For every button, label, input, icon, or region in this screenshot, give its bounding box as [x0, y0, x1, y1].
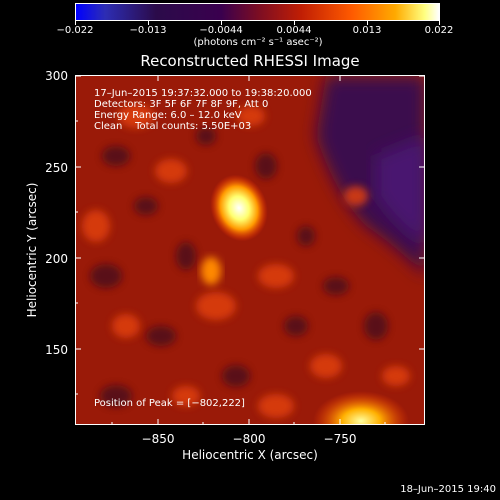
colorbar-tick-label: 0.022	[424, 25, 454, 36]
image-title: Reconstructed RHESSI Image	[140, 52, 360, 70]
detectors-text: Detectors: 3F 5F 6F 7F 8F 9F, Att 0	[94, 99, 269, 110]
rhessi-image-svg	[76, 76, 424, 424]
colorbar-tick-label: −0.013	[129, 25, 167, 36]
x-tick-label: −850	[141, 432, 175, 446]
x-axis-label: Heliocentric X (arcsec)	[182, 448, 318, 462]
colorbar-units-label: (photons cm⁻² s⁻¹ asec⁻²)	[193, 37, 323, 48]
x-tick-label: −800	[232, 432, 266, 446]
x-tick-label: −750	[323, 432, 357, 446]
colorbar-tick-label: −0.0044	[199, 25, 243, 36]
colorbar	[75, 3, 440, 21]
colorbar-tick	[439, 21, 440, 25]
colorbar-tick	[367, 21, 368, 25]
plot-timestamp: 18–Jun–2015 19:40	[400, 484, 496, 495]
y-tick-label: 150	[45, 343, 68, 357]
rhessi-image	[75, 75, 425, 425]
colorbar-tick-label: 0.0044	[276, 25, 312, 36]
colorbar-tick	[221, 21, 222, 25]
y-tick-label: 250	[45, 161, 68, 175]
clean-counts-text: Clean Total counts: 5.50E+03	[94, 121, 252, 132]
time-range-text: 17–Jun–2015 19:37:32.000 to 19:38:20.000	[94, 88, 312, 99]
y-tick-label: 300	[45, 69, 68, 83]
colorbar-tick-label: −0.022	[56, 25, 94, 36]
y-tick-label: 200	[45, 252, 68, 266]
colorbar-tick	[294, 21, 295, 25]
colorbar-tick	[75, 21, 76, 25]
colorbar-tick	[148, 21, 149, 25]
peak-position-text: Position of Peak = [−802,222]	[94, 398, 245, 409]
colorbar-tick-label: 0.013	[352, 25, 382, 36]
energy-range-text: Energy Range: 6.0 – 12.0 keV	[94, 110, 242, 121]
